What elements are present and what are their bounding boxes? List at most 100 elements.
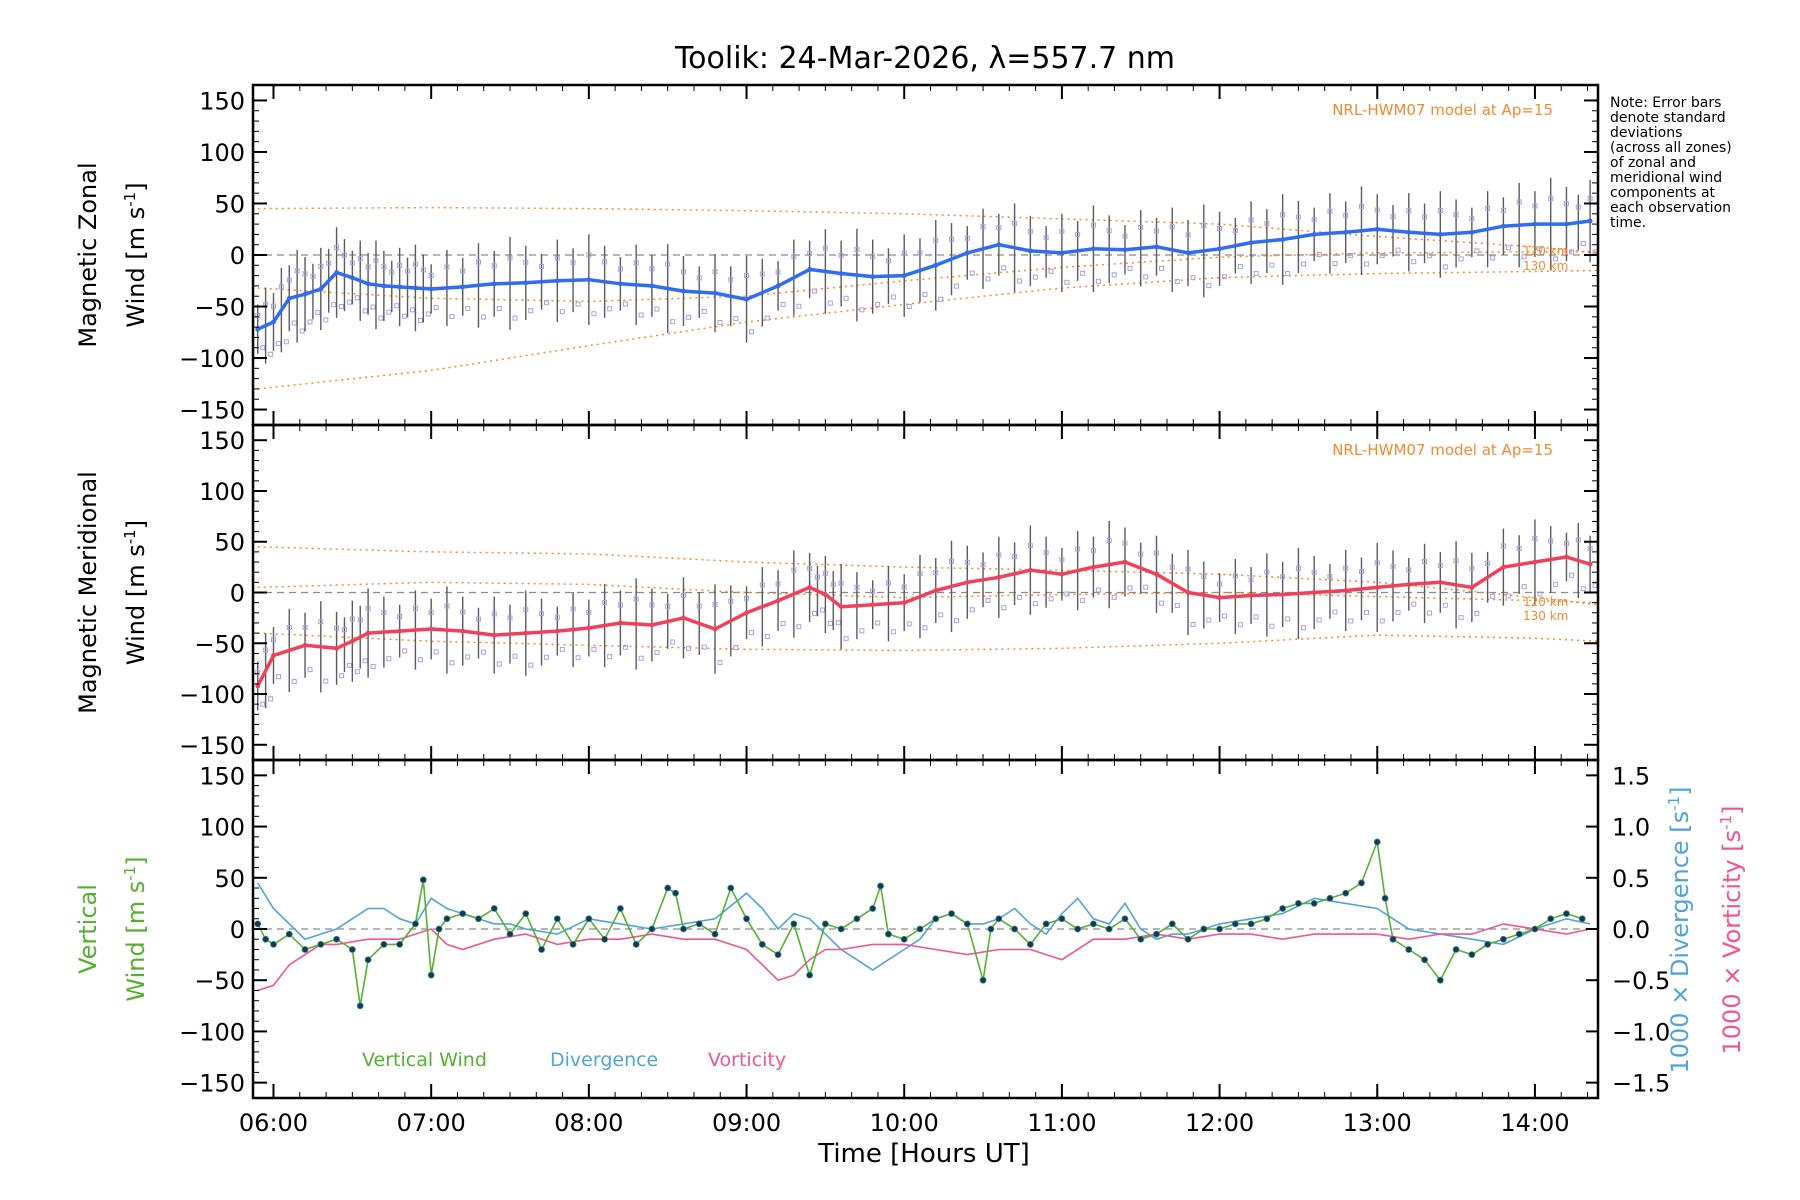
raw-point: [570, 260, 576, 266]
y-tick-label: 50: [214, 529, 245, 557]
vertical-wind-point: [790, 920, 798, 928]
vertical-wind-point: [585, 915, 593, 923]
vertical-wind-point: [1381, 894, 1389, 902]
wind-point: [255, 326, 261, 332]
raw-point: [1253, 614, 1259, 620]
raw-point: [954, 283, 960, 289]
vertical-wind-point: [412, 920, 419, 928]
raw-point: [263, 647, 269, 653]
vertical-wind-point: [506, 930, 514, 938]
y-axis-label-line1: Vertical: [74, 884, 102, 974]
vertical-wind-point: [475, 915, 482, 923]
raw-point: [764, 315, 770, 321]
vertical-wind-point: [569, 940, 577, 948]
raw-point: [1327, 208, 1333, 214]
raw-point: [1269, 623, 1275, 629]
wind-point: [1343, 229, 1349, 235]
vertical-wind-point: [885, 930, 892, 938]
y-axis-label-line2-end: ]: [122, 856, 150, 865]
raw-point: [1027, 543, 1033, 549]
y2-tick-label: 1.5: [1612, 762, 1650, 790]
raw-point: [1553, 582, 1559, 588]
y-axis-label-line2-sup: -1: [121, 529, 139, 544]
raw-point: [460, 268, 466, 274]
raw-point: [1174, 602, 1180, 608]
raw-point: [807, 565, 813, 571]
raw-point: [507, 615, 513, 621]
legend: Vertical Wind Divergence Vorticity: [362, 1049, 786, 1071]
vertical-wind-point: [1484, 940, 1492, 948]
raw-point: [791, 254, 797, 260]
vertical-wind-point: [821, 920, 829, 928]
raw-point: [1575, 537, 1581, 543]
note-line: components at: [1610, 185, 1716, 201]
vertical-wind-point: [672, 889, 679, 897]
raw-point: [854, 247, 860, 253]
wind-point: [1027, 248, 1033, 254]
note-line: of zonal and: [1610, 155, 1696, 171]
raw-point: [1427, 253, 1433, 259]
raw-point: [901, 584, 907, 590]
note-text: Note: Error bars denote standard deviati…: [1610, 95, 1732, 231]
raw-point: [339, 673, 345, 679]
raw-point: [1469, 565, 1475, 571]
vertical-wind-point: [1042, 920, 1050, 928]
wind-point: [1122, 559, 1128, 565]
vertical-wind-point: [1389, 935, 1397, 943]
raw-point: [680, 269, 686, 275]
raw-point: [717, 660, 723, 666]
wind-point: [649, 622, 655, 628]
raw-point: [1311, 217, 1317, 223]
y-tick-label: −150: [179, 732, 245, 760]
raw-point: [1153, 228, 1159, 234]
raw-point: [1343, 565, 1349, 571]
y-tick-label: 0: [230, 916, 245, 944]
raw-point: [1206, 617, 1212, 623]
wind-point: [334, 270, 339, 275]
vertical-wind-point: [1405, 946, 1413, 953]
model-label: NRL-HWM07 model at Ap=15: [1332, 441, 1553, 459]
raw-point: [480, 314, 486, 320]
raw-point: [1232, 227, 1238, 233]
wind-point: [901, 273, 907, 279]
raw-point: [1563, 541, 1569, 547]
raw-point: [1358, 569, 1364, 575]
wind-point: [302, 642, 308, 648]
wind-point: [933, 588, 939, 593]
raw-point: [1059, 557, 1065, 563]
vertical-wind-point: [1547, 915, 1555, 923]
raw-point: [1090, 547, 1096, 553]
raw-point: [759, 582, 765, 588]
raw-point: [544, 654, 550, 660]
divergence-axis-label-sup: -1: [1665, 796, 1683, 811]
raw-point: [428, 272, 434, 278]
model-curve: [257, 632, 1599, 652]
raw-point: [890, 294, 896, 300]
raw-point: [901, 250, 907, 256]
raw-point: [1469, 216, 1475, 222]
raw-point: [554, 255, 560, 261]
vertical-wind-point: [1184, 935, 1192, 943]
y-tick-label: −50: [194, 294, 245, 322]
raw-point: [1575, 204, 1581, 210]
raw-point: [323, 678, 329, 684]
raw-point: [1516, 545, 1522, 551]
wind-point: [1091, 564, 1096, 570]
raw-point: [302, 271, 308, 277]
raw-point: [712, 269, 718, 275]
wind-point: [712, 290, 718, 296]
raw-point: [1458, 615, 1464, 621]
raw-point: [1295, 565, 1301, 571]
raw-point: [854, 584, 860, 590]
raw-point: [1264, 221, 1270, 227]
wind-point: [1532, 221, 1538, 227]
raw-point: [1580, 586, 1586, 592]
wind-point: [807, 585, 813, 590]
vertical-wind-point: [1074, 925, 1082, 933]
raw-point: [1358, 203, 1364, 209]
raw-point: [654, 649, 660, 655]
raw-point: [749, 329, 755, 335]
wind-point: [271, 653, 276, 658]
raw-point: [270, 637, 276, 643]
raw-point: [397, 262, 403, 268]
